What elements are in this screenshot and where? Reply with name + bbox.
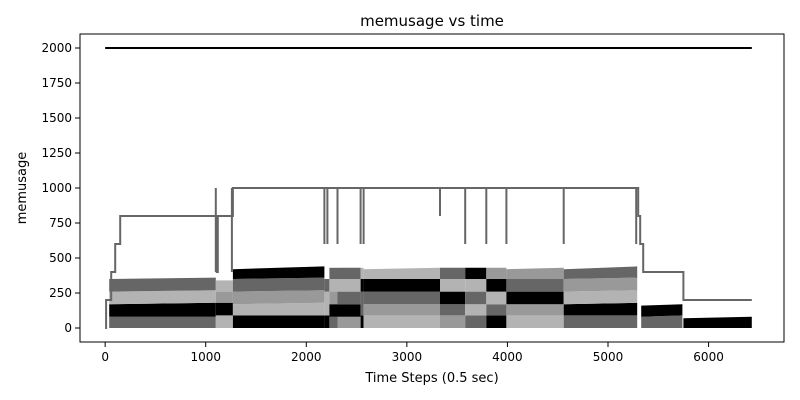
memory-band-6-2 [360,279,364,292]
memory-band-1-3 [215,280,233,292]
memory-band-6-3 [360,267,364,279]
chart-title: memusage vs time [360,12,504,30]
memory-band-10-2 [486,291,507,305]
memory-band-12-2 [563,290,638,305]
memory-band-8-1 [440,304,466,316]
memory-band-4-1 [329,304,338,317]
memory-band-2-4 [232,266,325,279]
memory-band-0-1 [109,302,216,317]
memory-band-7-2 [363,291,440,305]
memory-band-0-2 [109,290,216,305]
memory-band-5-2 [337,291,361,305]
memory-band-12-4 [563,266,638,279]
x-tick-label: 6000 [693,350,724,364]
y-tick-label: 0 [64,321,72,335]
memory-band-2-3 [232,277,325,292]
memory-band-14-0 [683,316,752,328]
memory-band-2-2 [232,290,325,305]
memory-band-8-3 [440,279,466,292]
memory-band-11-3 [506,279,564,292]
memory-band-12-1 [563,302,638,316]
memory-band-7-4 [363,267,440,279]
memory-band-4-3 [329,279,338,292]
memory-band-5-4 [337,267,361,279]
memory-band-5-1 [337,304,361,317]
x-tick-label: 5000 [593,350,624,364]
memory-band-3-2 [324,279,330,292]
memory-band-11-4 [506,267,564,279]
memory-band-10-4 [486,267,507,279]
y-tick-label: 500 [49,251,72,265]
memory-band-9-0 [465,315,487,328]
memory-band-1-2 [215,291,233,303]
memory-band-1-1 [215,302,233,316]
y-tick-label: 750 [49,216,72,230]
plot-area [105,47,752,329]
memory-band-8-4 [440,267,466,279]
memory-band-8-0 [440,315,466,328]
memory-band-9-2 [465,291,487,305]
memory-band-7-0 [363,315,440,328]
memory-band-7-1 [363,304,440,316]
memory-band-12-0 [563,315,638,328]
memory-band-13-1 [641,304,683,317]
memory-band-8-2 [440,291,466,305]
y-tick-label: 1000 [41,181,72,195]
memory-band-7-3 [363,279,440,292]
x-tick-label: 4000 [492,350,523,364]
y-tick-label: 1750 [41,76,72,90]
memory-band-11-1 [506,304,564,316]
memory-band-5-0 [337,316,361,328]
memory-band-3-0 [324,315,330,328]
memory-band-0-3 [109,277,216,292]
memory-band-10-1 [486,304,507,316]
memory-band-9-3 [465,279,487,292]
y-axis-label: memusage [15,152,30,225]
memory-band-0-0 [109,316,216,328]
memory-band-9-4 [465,267,487,279]
y-axis: 0 250 500 750 1000 1250 1500 1750 2000 [41,41,80,335]
memory-band-2-0 [232,315,325,328]
memory-band-11-2 [506,291,564,305]
x-axis: 0 1000 2000 3000 4000 5000 6000 [101,342,724,364]
memory-band-4-2 [329,291,338,305]
x-tick-label: 0 [101,350,109,364]
memory-band-13-0 [641,315,683,328]
memory-band-12-3 [563,277,638,292]
memory-band-9-1 [465,304,487,316]
memory-band-3-1 [324,291,330,316]
memory-band-5-3 [337,279,361,292]
y-tick-label: 1250 [41,146,72,160]
memory-band-2-1 [232,302,325,316]
x-tick-label: 3000 [392,350,423,364]
memory-band-1-0 [215,315,233,328]
memory-band-4-0 [329,316,338,328]
memory-band-11-0 [506,315,564,328]
memory-band-10-0 [486,315,507,328]
x-tick-label: 2000 [291,350,322,364]
memory-band-4-4 [329,267,338,279]
y-tick-label: 250 [49,286,72,300]
memory-band-10-3 [486,279,507,292]
x-tick-label: 1000 [190,350,221,364]
memory-band-6-1 [360,291,364,316]
y-tick-label: 2000 [41,41,72,55]
y-tick-label: 1500 [41,111,72,125]
x-axis-label: Time Steps (0.5 sec) [364,371,498,386]
memory-band-6-0 [360,315,364,328]
